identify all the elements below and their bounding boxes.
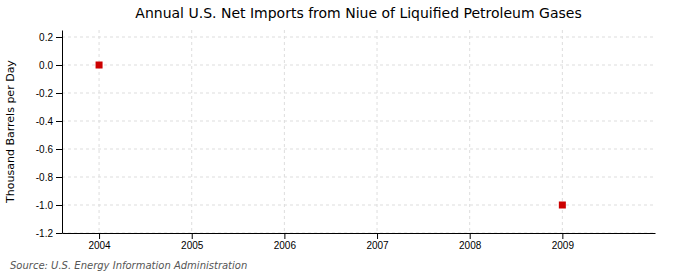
x-tick: 2008	[459, 233, 482, 251]
y-tick-mark	[56, 121, 62, 122]
y-tick: -0.8	[36, 172, 62, 183]
x-tick-mark	[377, 233, 378, 239]
y-tick: -0.4	[36, 116, 62, 127]
y-tick-label: -0.8	[36, 172, 54, 183]
x-tick-label: 2004	[88, 240, 111, 251]
x-tick: 2009	[552, 233, 575, 251]
y-tick-label: -1.2	[36, 228, 54, 239]
grid-line	[62, 93, 655, 94]
x-tick-label: 2005	[181, 240, 204, 251]
grid-line	[284, 30, 285, 233]
y-tick-label: 0.0	[39, 60, 53, 71]
y-tick: -0.6	[36, 144, 62, 155]
y-tick: -1.0	[36, 200, 62, 211]
grid-line	[62, 233, 655, 234]
source-note: Source: U.S. Energy Information Administ…	[10, 260, 247, 271]
y-axis-title: Thousand Barrels per Day	[4, 60, 17, 204]
x-tick: 2004	[88, 233, 111, 251]
grid-line	[62, 65, 655, 66]
point	[96, 62, 103, 69]
x-tick-mark	[470, 233, 471, 239]
y-tick-mark	[56, 93, 62, 94]
grid	[62, 30, 655, 233]
grid-line	[377, 30, 378, 233]
grid-line	[62, 149, 655, 150]
y-tick-mark	[56, 37, 62, 38]
y-tick-label: -0.6	[36, 144, 54, 155]
grid-line	[469, 30, 470, 233]
x-tick-label: 2008	[459, 240, 482, 251]
x-tick-label: 2009	[552, 240, 575, 251]
y-tick-mark	[56, 65, 62, 66]
y-tick-label: -1.0	[36, 200, 54, 211]
chart: 2004 2005 2006 2007 2008 2009 0.2 0.0 -0.2 -0.4 -0…	[0, 0, 675, 275]
y-tick: 0.0	[39, 60, 62, 71]
x-axis-line	[63, 233, 656, 234]
y-tick: 0.2	[39, 32, 62, 43]
x-axis: 2004 2005 2006 2007 2008 2009	[63, 233, 656, 251]
grid-line	[62, 121, 655, 122]
grid-line	[62, 177, 655, 178]
y-axis-line	[62, 31, 63, 234]
y-tick-label: -0.2	[36, 88, 54, 99]
y-tick-mark	[56, 233, 62, 234]
grid-line	[99, 30, 100, 233]
grid-line	[62, 37, 655, 38]
y-tick: -0.2	[36, 88, 62, 99]
x-tick: 2007	[366, 233, 389, 251]
y-tick-label: 0.2	[39, 32, 53, 43]
x-tick: 2006	[274, 233, 297, 251]
grid-line	[191, 30, 192, 233]
y-tick-mark	[56, 205, 62, 206]
x-tick-label: 2007	[366, 240, 389, 251]
x-tick-mark	[99, 233, 100, 239]
y-axis: 0.2 0.0 -0.2 -0.4 -0.6 -0.8 -1.0 -1.2	[36, 31, 63, 239]
y-tick-mark	[56, 149, 62, 150]
points	[96, 62, 566, 209]
y-tick-label: -0.4	[36, 116, 54, 127]
x-tick: 2005	[181, 233, 204, 251]
point	[559, 202, 566, 209]
x-tick-mark	[284, 233, 285, 239]
x-tick-label: 2006	[274, 240, 297, 251]
grid-line	[62, 205, 655, 206]
plot-area: 2004 2005 2006 2007 2008 2009 0.2 0.0 -0.2 -0.4 -0…	[36, 30, 656, 251]
y-tick: -1.2	[36, 228, 62, 239]
x-tick-mark	[562, 233, 563, 239]
title: Annual U.S. Net Imports from Niue of Liq…	[135, 5, 581, 21]
x-tick-mark	[192, 233, 193, 239]
y-tick-mark	[56, 177, 62, 178]
